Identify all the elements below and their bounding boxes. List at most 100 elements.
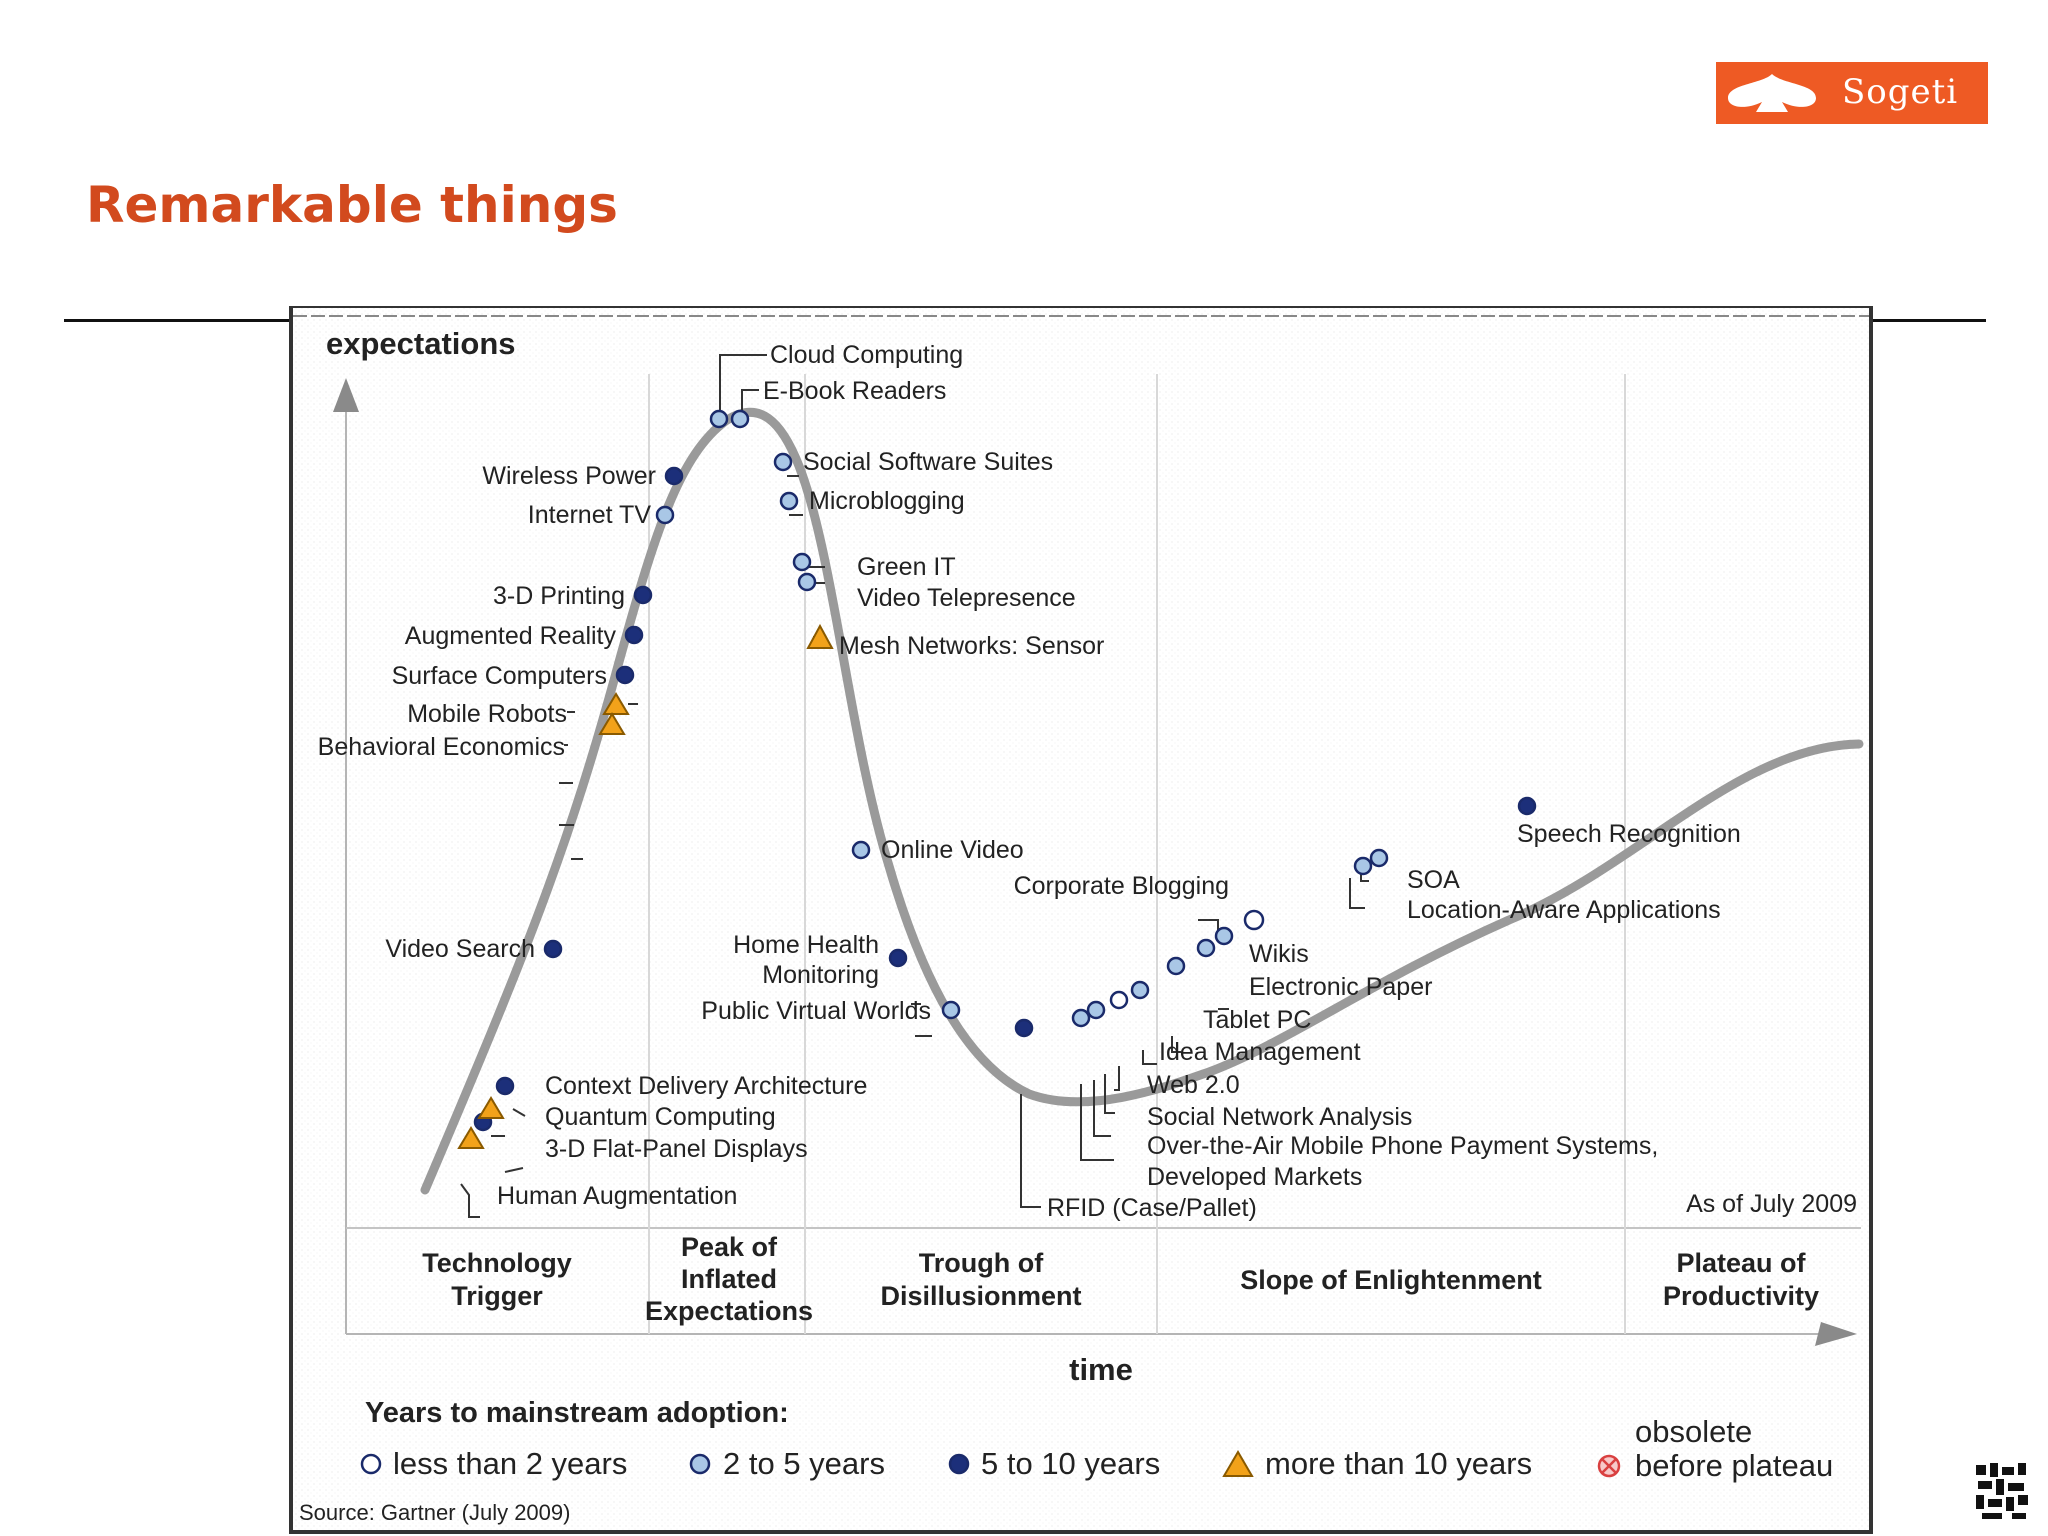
label-microblogging: Microblogging <box>809 487 965 515</box>
marker-idea-management <box>1130 980 1150 1000</box>
legend-label-5to10: 5 to 10 years <box>981 1446 1160 1481</box>
marker-corporate-blogging <box>1243 909 1265 931</box>
label-soa: SOA <box>1407 866 1460 894</box>
marker-video-telepresence <box>797 572 817 592</box>
marker-augmented-reality <box>624 625 644 645</box>
marker-video-search <box>543 939 563 959</box>
label-public-virtual-worlds: Public Virtual Worlds <box>701 997 931 1025</box>
marker-wikis <box>1214 926 1234 946</box>
qr-code-icon <box>1968 1455 2034 1525</box>
legend-label-lt2: less than 2 years <box>393 1446 627 1481</box>
legend: Years to mainstream adoption: less than … <box>360 1397 1833 1483</box>
marker-mobile-robots <box>602 692 630 715</box>
label-green-it: Green IT <box>857 553 956 581</box>
legend-navy-circle-icon <box>948 1453 970 1475</box>
phase-labels: Technology Trigger Peak of Inflated Expecta… <box>422 1232 1819 1326</box>
hype-curve <box>420 407 1864 1195</box>
triangle-markers <box>457 623 834 1149</box>
marker-cloud-computing <box>709 409 729 429</box>
marker-behavioral-economics <box>598 712 626 735</box>
label-3d-printing: 3-D Printing <box>493 582 625 610</box>
source-note: Source: Gartner (July 2009) <box>299 1500 570 1525</box>
label-behavioral-economics: Behavioral Economics <box>318 733 565 761</box>
label-social-software-suites: Social Software Suites <box>803 448 1053 476</box>
marker-social-software-suites <box>773 452 793 472</box>
label-tablet-pc: Tablet PC <box>1203 1006 1311 1034</box>
label-augmented-reality: Augmented Reality <box>405 622 617 650</box>
label-video-search: Video Search <box>385 935 535 963</box>
marker-social-network-analysis <box>1086 1000 1106 1020</box>
hype-cycle-figure: expectations time As of July 2009 <box>289 306 1873 1534</box>
marker-3d-printing <box>633 585 653 605</box>
marker-public-virtual-worlds <box>941 1000 961 1020</box>
label-mesh-networks: Mesh Networks: Sensor <box>839 632 1104 660</box>
y-axis-arrow-icon <box>333 378 359 412</box>
label-e-book-readers: E-Book Readers <box>763 377 946 405</box>
legend-open-circle-icon <box>360 1453 382 1475</box>
marker-web-2 <box>1109 990 1129 1010</box>
phase-trough: Trough of Disillusionment <box>880 1248 1081 1311</box>
marker-microblogging <box>779 491 799 511</box>
label-corporate-blogging: Corporate Blogging <box>1014 872 1229 900</box>
legend-title: Years to mainstream adoption: <box>365 1397 789 1429</box>
hype-cycle-chart: expectations time As of July 2009 <box>289 306 1873 1534</box>
technology-labels: Cloud Computing E-Book Readers Wireless … <box>318 341 1741 1222</box>
label-location-aware: Location-Aware Applications <box>1407 896 1721 924</box>
marker-home-health-monitoring <box>888 948 908 968</box>
label-online-video: Online Video <box>881 836 1024 864</box>
phase-plateau: Plateau of Productivity <box>1663 1248 1819 1311</box>
label-rfid: RFID (Case/Pallet) <box>1047 1194 1257 1222</box>
legend-label-gt10: more than 10 years <box>1265 1446 1532 1481</box>
markers <box>473 409 1537 1132</box>
legend-label-obsolete: obsolete before plateau <box>1635 1414 1833 1483</box>
x-axis-arrow-icon <box>1815 1322 1857 1346</box>
marker-online-video <box>851 840 871 860</box>
marker-soa <box>1353 856 1373 876</box>
label-speech-recognition: Speech Recognition <box>1517 820 1741 848</box>
label-web-2: Web 2.0 <box>1147 1071 1240 1099</box>
x-axis-label: time <box>1069 1352 1133 1387</box>
label-cloud-computing: Cloud Computing <box>770 341 963 369</box>
legend-triangle-icon <box>1222 1450 1254 1477</box>
marker-location-aware <box>1369 848 1389 868</box>
marker-human-augmentation <box>457 1126 485 1149</box>
label-internet-tv: Internet TV <box>528 501 652 529</box>
label-electronic-paper: Electronic Paper <box>1249 973 1432 1001</box>
label-3d-flat-panel: 3-D Flat-Panel Displays <box>545 1135 808 1163</box>
marker-green-it <box>792 552 812 572</box>
spade-logo-icon <box>1728 74 1816 112</box>
legend-obsolete-cross-b <box>1601 1458 1617 1474</box>
label-context-delivery: Context Delivery Architecture <box>545 1072 867 1100</box>
legend-light-circle-icon <box>689 1453 711 1475</box>
sogeti-logo: Sogeti <box>1716 62 1988 124</box>
label-home-health-monitoring: Home Health Monitoring <box>733 931 879 989</box>
marker-e-book-readers <box>730 409 750 429</box>
label-over-the-air-payments: Over-the-Air Mobile Phone Payment System… <box>1147 1132 1658 1191</box>
marker-wireless-power <box>664 466 684 486</box>
marker-internet-tv <box>655 505 675 525</box>
phase-slope: Slope of Enlightenment <box>1240 1265 1542 1295</box>
marker-context-delivery <box>495 1076 515 1096</box>
marker-speech-recognition <box>1517 796 1537 816</box>
label-video-telepresence: Video Telepresence <box>857 584 1076 612</box>
label-human-augmentation: Human Augmentation <box>497 1182 737 1210</box>
label-wikis: Wikis <box>1249 940 1309 968</box>
logo-text: Sogeti <box>1842 72 1959 112</box>
label-wireless-power: Wireless Power <box>482 462 656 490</box>
legend-label-2to5: 2 to 5 years <box>723 1446 885 1481</box>
label-idea-management: Idea Management <box>1159 1038 1361 1066</box>
marker-mesh-networks <box>806 623 834 649</box>
phase-technology-trigger: Technology Trigger <box>422 1248 572 1311</box>
marker-rfid <box>1014 1018 1034 1038</box>
phase-peak: Peak of Inflated Expectations <box>645 1232 813 1326</box>
marker-quantum-computing <box>477 1096 505 1119</box>
marker-surface-computers <box>615 665 635 685</box>
y-axis-label: expectations <box>326 326 516 361</box>
marker-tablet-pc <box>1166 956 1186 976</box>
marker-over-the-air-payments <box>1071 1008 1091 1028</box>
label-mobile-robots: Mobile Robots <box>407 700 567 728</box>
label-social-network-analysis: Social Network Analysis <box>1147 1103 1412 1131</box>
slide-title: Remarkable things <box>86 176 618 234</box>
figure-frame <box>289 306 1873 1534</box>
label-quantum-computing: Quantum Computing <box>545 1103 776 1131</box>
